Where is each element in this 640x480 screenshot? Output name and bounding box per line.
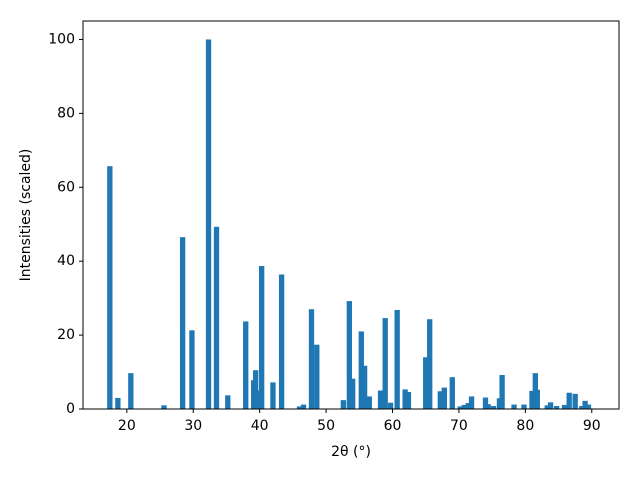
y-tick-label: 20 [57,327,75,343]
y-tick-label: 40 [57,253,75,269]
x-tick-label: 70 [450,418,468,434]
plot-frame [82,20,620,410]
bar [296,406,303,409]
bar [314,344,320,409]
x-tick-label: 90 [583,418,601,434]
bar [529,390,535,409]
y-axis-label: Intensities (scaled) [18,149,34,282]
bar [457,406,463,409]
x-tick-label: 30 [184,418,202,434]
bar [179,237,186,409]
bar [270,382,276,409]
bar [511,404,517,409]
x-tick-label: 20 [118,418,136,434]
bar [468,396,475,409]
y-tick-label: 100 [48,31,75,47]
bar [358,331,364,409]
bar [547,402,554,409]
bar [253,370,259,409]
bar [572,393,578,409]
x-tick-label: 50 [317,418,335,434]
bar [561,404,568,409]
bar [427,319,433,409]
bar [115,397,121,409]
bar [499,375,505,409]
bar [300,404,307,409]
bar [485,404,491,409]
x-tick-label: 80 [516,418,534,434]
x-tick-label: 60 [384,418,402,434]
bar [259,265,265,409]
bar [243,321,249,409]
bar [366,396,372,409]
bar [566,392,572,409]
x-axis-label: 2θ (°) [331,444,371,460]
bar [437,391,443,409]
bar [534,389,540,409]
bar [461,404,467,409]
bar [521,404,527,409]
bar [582,400,588,409]
bar [278,274,285,409]
bar [361,365,368,409]
y-tick-label: 0 [66,401,75,417]
bar [213,226,220,409]
bar [449,377,455,409]
bar [350,378,356,409]
bar [205,39,212,409]
bar [128,373,134,409]
bar [377,390,384,409]
bar [482,397,489,409]
x-tick-label: 40 [251,418,269,434]
bar [161,405,167,409]
bar [107,166,113,409]
bar [387,402,394,409]
bar [553,406,560,409]
bar [544,405,550,409]
bar [308,309,315,409]
bar [423,357,429,409]
bar [346,301,352,409]
bar [225,395,231,409]
bar [340,400,347,409]
bar [394,309,400,409]
bar [465,403,471,409]
bar [189,330,195,409]
y-tick-label: 80 [57,105,75,121]
bar [441,387,447,409]
bar [490,406,497,409]
bar [579,406,585,409]
bar [402,389,408,409]
bar [405,392,412,409]
y-tick-label: 60 [57,179,75,195]
bar [585,404,592,409]
bar [382,318,388,409]
